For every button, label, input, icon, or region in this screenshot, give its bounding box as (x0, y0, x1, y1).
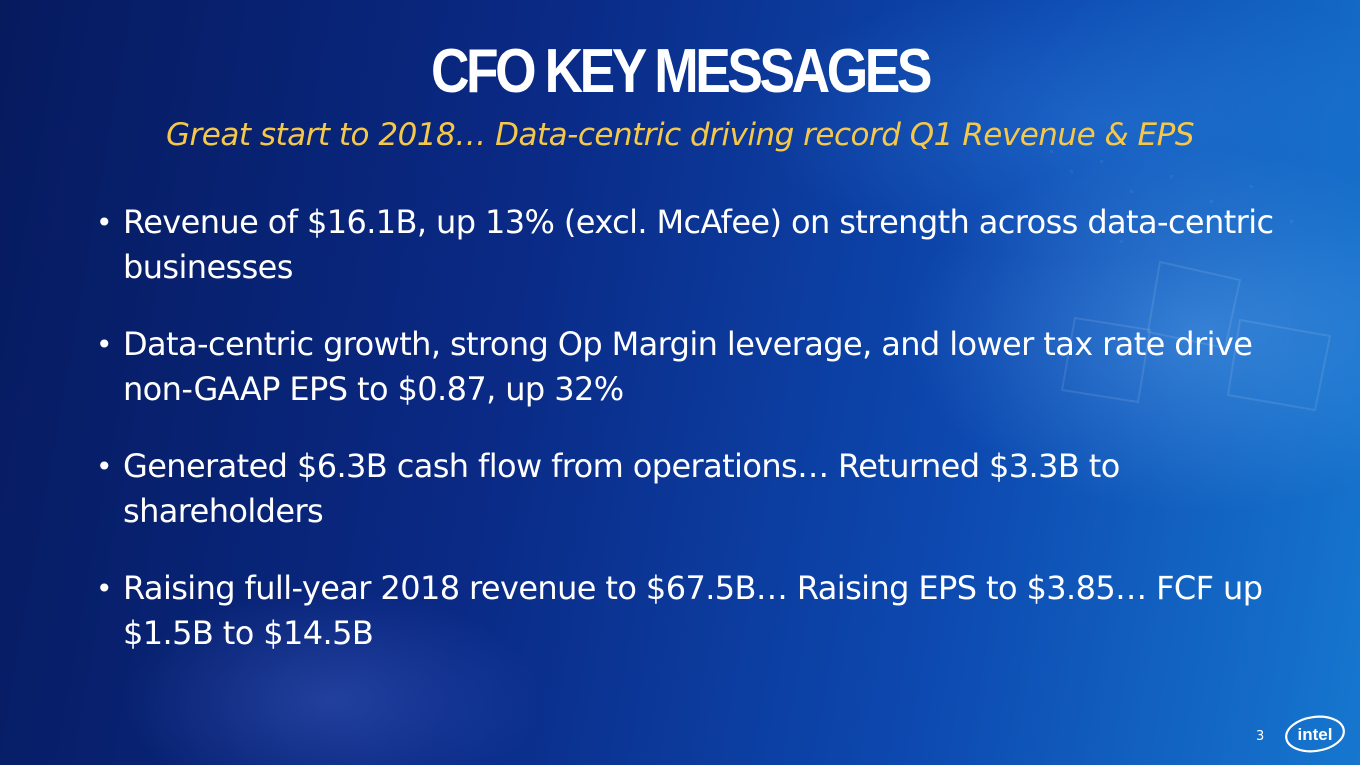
bullet-icon: • (96, 328, 113, 361)
bullet-icon: • (96, 450, 113, 483)
key-messages-list: • Revenue of $16.1B, up 13% (excl. McAfe… (96, 200, 1286, 688)
bullet-text: Data-centric growth, strong Op Margin le… (123, 325, 1253, 408)
logo-text: intel (1298, 725, 1333, 744)
page-number: 3 (1256, 729, 1265, 744)
list-item: • Revenue of $16.1B, up 13% (excl. McAfe… (96, 200, 1286, 290)
slide-subtitle: Great start to 2018… Data-centric drivin… (166, 117, 1195, 153)
bullet-text: Revenue of $16.1B, up 13% (excl. McAfee)… (123, 203, 1274, 286)
bullet-text: Generated $6.3B cash flow from operation… (123, 447, 1120, 530)
bullet-text: Raising full-year 2018 revenue to $67.5B… (123, 569, 1263, 652)
bullet-icon: • (96, 572, 113, 605)
list-item: • Generated $6.3B cash flow from operati… (96, 444, 1286, 534)
slide-title: CFO KEY MESSAGES (430, 37, 932, 106)
list-item: • Data-centric growth, strong Op Margin … (96, 322, 1286, 412)
bullet-icon: • (96, 206, 113, 239)
list-item: • Raising full-year 2018 revenue to $67.… (96, 566, 1286, 656)
intel-logo-icon: intel (1285, 715, 1345, 753)
